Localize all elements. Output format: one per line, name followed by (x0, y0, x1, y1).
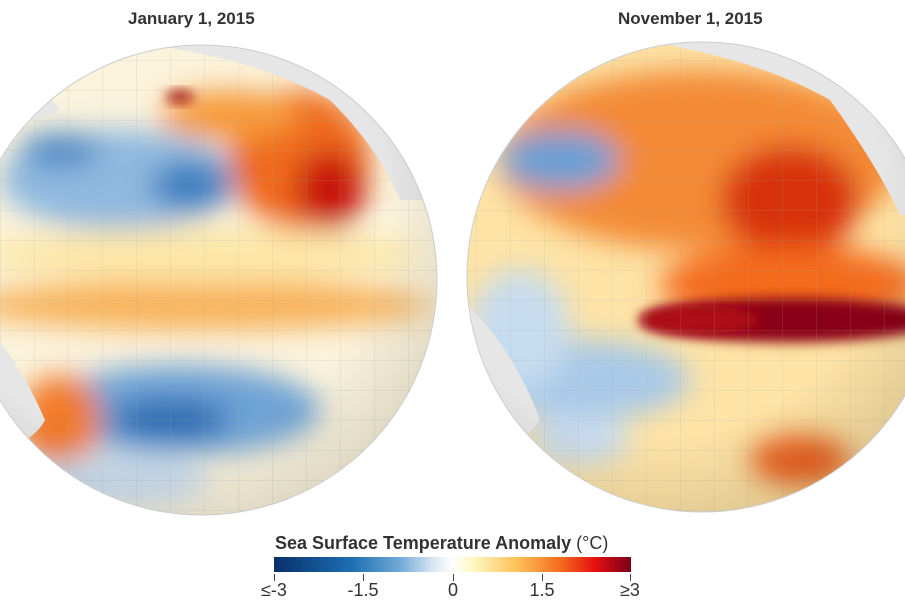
legend-tick-label: 0 (447, 580, 459, 600)
legend-tick-label: ≥3 (620, 580, 640, 600)
legend-unit: (°C) (576, 533, 609, 553)
legend-tick-label: 1.5 (529, 580, 555, 600)
globe-november-2015 (467, 42, 905, 512)
legend-tick (453, 574, 454, 581)
legend-title-text: Sea Surface Temperature Anomaly (275, 533, 572, 553)
globe-maps (0, 41, 905, 516)
legend-title: Sea Surface Temperature Anomaly (°C) (275, 533, 608, 554)
legend-tick (274, 574, 275, 581)
legend-tick-label: ≤-3 (261, 580, 287, 600)
globe-january-2015 (0, 45, 437, 515)
legend-tick (363, 574, 364, 581)
legend-tick (542, 574, 543, 581)
legend-tick (630, 574, 631, 581)
panel-title-november: November 1, 2015 (618, 9, 763, 28)
panel-title-january: January 1, 2015 (128, 9, 255, 28)
legend-tick-label: -1.5 (347, 580, 379, 600)
legend-color-bar (274, 557, 631, 572)
